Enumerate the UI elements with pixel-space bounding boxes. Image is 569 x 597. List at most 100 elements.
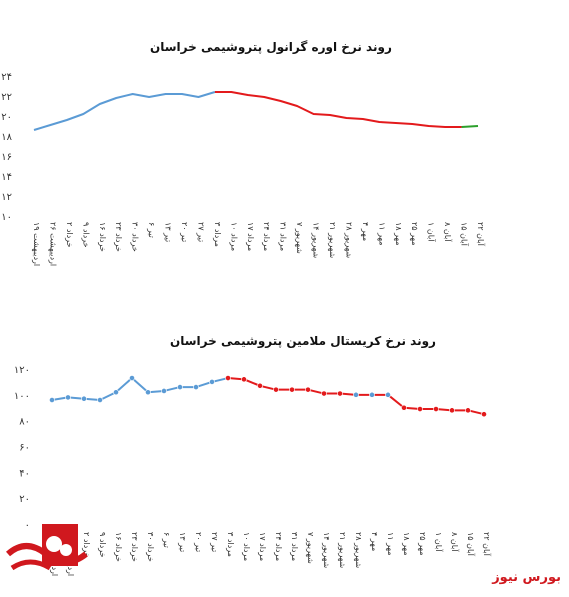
y-tick-label: ۴۰	[19, 468, 30, 479]
series-line-segment	[33, 91, 216, 131]
y-tick-label: ۱۶	[1, 152, 12, 163]
chart-title-melamine: روند نرخ کریستال ملامین پتروشیمی خراسان	[170, 334, 436, 348]
y-tick-label: ۲۴	[1, 72, 12, 83]
data-point	[305, 386, 311, 393]
data-point	[145, 389, 151, 396]
x-tick-label: ۱۱ مهر	[386, 532, 395, 556]
x-tick-label: ۲۳ خرداد	[114, 222, 123, 252]
x-tick-label: ۱۶ خرداد	[114, 532, 123, 562]
data-point	[161, 388, 167, 394]
x-tick-label: ۶ تیر	[147, 222, 156, 238]
x-tick-label: ۳۰ خرداد	[131, 222, 140, 252]
y-tick-label: ۰	[25, 520, 30, 531]
x-tick-label: ۱۸ مهر	[394, 222, 403, 246]
x-tick-label: ۳۱ مرداد	[279, 222, 288, 251]
x-tick-label: ۲۴ مرداد	[262, 222, 271, 251]
data-point	[49, 397, 55, 403]
brand-logo	[6, 524, 88, 571]
x-tick-label: ۲۵ مهر	[418, 532, 427, 556]
data-point	[481, 411, 487, 418]
data-point	[177, 384, 183, 390]
x-tick-label: ۱۳ تیر	[164, 222, 173, 242]
x-tick-label: ۱۵ آبان	[460, 222, 470, 247]
x-tick-label: ۷ شهریور	[295, 222, 304, 254]
x-tick-label: ۱۴ شهریور	[312, 222, 321, 258]
data-point	[385, 391, 391, 398]
data-point	[273, 386, 279, 393]
x-tick-label: ۱۰ مرداد	[242, 532, 251, 561]
data-point	[353, 391, 359, 398]
x-tick-label: ۲۰ تیر	[194, 532, 203, 552]
data-point	[369, 391, 375, 398]
x-tick-label: ۱۵ آبان	[466, 532, 476, 557]
x-tick-label: ۹ خرداد	[81, 222, 90, 248]
y-tick-label: ۱۸	[1, 132, 12, 143]
data-point	[225, 375, 231, 381]
data-point	[449, 407, 455, 414]
y-tick-label: ۱۲۰	[14, 365, 30, 376]
x-tick-label: ۸ آبان	[443, 222, 453, 242]
x-tick-label: ۲۲ آبان	[476, 222, 486, 247]
y-tick-label: ۲۰	[19, 494, 30, 505]
x-tick-label: ۳ مرداد	[226, 532, 235, 557]
x-tick-label: ۱ آبان	[427, 222, 437, 242]
y-tick-label: ۲۰	[1, 112, 12, 123]
x-tick-label: ۱۷ مرداد	[258, 532, 267, 561]
x-tick-label: ۲۷ تیر	[196, 222, 205, 242]
x-tick-label: ۲ خرداد	[82, 532, 91, 558]
data-point	[257, 382, 263, 389]
x-tick-label: ۲۴ مرداد	[274, 532, 283, 561]
x-tick-label: ۳۱ مرداد	[290, 532, 299, 561]
x-tick-label: ۲۸ شهریور	[344, 222, 353, 258]
data-point	[65, 394, 71, 401]
x-tick-label: ۱۹ اردیبهشت	[32, 222, 41, 266]
data-point	[97, 397, 103, 403]
x-tick-label: ۱۸ مهر	[402, 532, 411, 556]
data-point	[401, 404, 407, 411]
x-tick-label: ۲۱ شهریور	[338, 532, 347, 568]
x-tick-label: ۳۰ خرداد	[146, 532, 155, 562]
x-tick-label: ۷ شهریور	[306, 532, 315, 564]
y-tick-label: ۶۰	[19, 443, 30, 454]
x-tick-label: ۱۴ شهریور	[322, 532, 331, 568]
data-point	[417, 406, 423, 412]
x-tick-label: ۹ خرداد	[98, 532, 107, 558]
data-point	[465, 407, 471, 414]
data-point	[193, 384, 199, 390]
x-tick-label: ۸ آبان	[450, 532, 460, 552]
data-point	[289, 386, 295, 393]
brand-name: بورس نیوز	[492, 570, 561, 585]
series-line-segment	[461, 125, 479, 128]
data-point	[113, 389, 119, 396]
x-tick-label: ۱۶ خرداد	[98, 222, 107, 252]
data-point	[129, 375, 135, 381]
x-tick-label: ۱ آبان	[434, 532, 444, 552]
data-point	[321, 390, 327, 397]
x-tick-label: ۲۵ مهر	[410, 222, 419, 246]
data-point	[209, 379, 215, 385]
x-tick-label: ۴ مهر	[370, 532, 379, 551]
y-tick-label: ۱۲	[1, 192, 12, 203]
chart-title-urea: روند نرخ اوره گرانول پتروشیمی خراسان	[150, 40, 392, 54]
y-tick-label: ۸۰	[19, 417, 30, 428]
x-tick-label: ۱۷ مرداد	[246, 222, 255, 251]
y-tick-label: ۱۰۰	[14, 391, 30, 402]
x-tick-label: ۲۸ شهریور	[354, 532, 363, 568]
x-tick-label: ۲۱ شهریور	[328, 222, 337, 258]
y-tick-label: ۱۰	[1, 212, 12, 223]
series-line-segment	[51, 377, 229, 401]
x-tick-label: ۲۳ خرداد	[130, 532, 139, 562]
x-tick-label: ۲۰ تیر	[180, 222, 189, 242]
x-tick-label: ۱۳ تیر	[178, 532, 187, 552]
x-tick-label: ۲۷ تیر	[210, 532, 219, 552]
y-tick-label: ۱۴	[1, 172, 12, 183]
data-point	[241, 376, 247, 383]
x-tick-label: ۲۲ آبان	[482, 532, 492, 557]
data-point	[81, 395, 87, 402]
x-tick-label: ۱۰ مرداد	[229, 222, 238, 251]
x-tick-label: ۲ خرداد	[65, 222, 74, 248]
x-tick-label: ۳ مرداد	[213, 222, 222, 247]
x-tick-label: ۱۱ مهر	[377, 222, 386, 246]
y-tick-label: ۲۲	[1, 92, 12, 103]
series-line-segment	[214, 91, 462, 128]
